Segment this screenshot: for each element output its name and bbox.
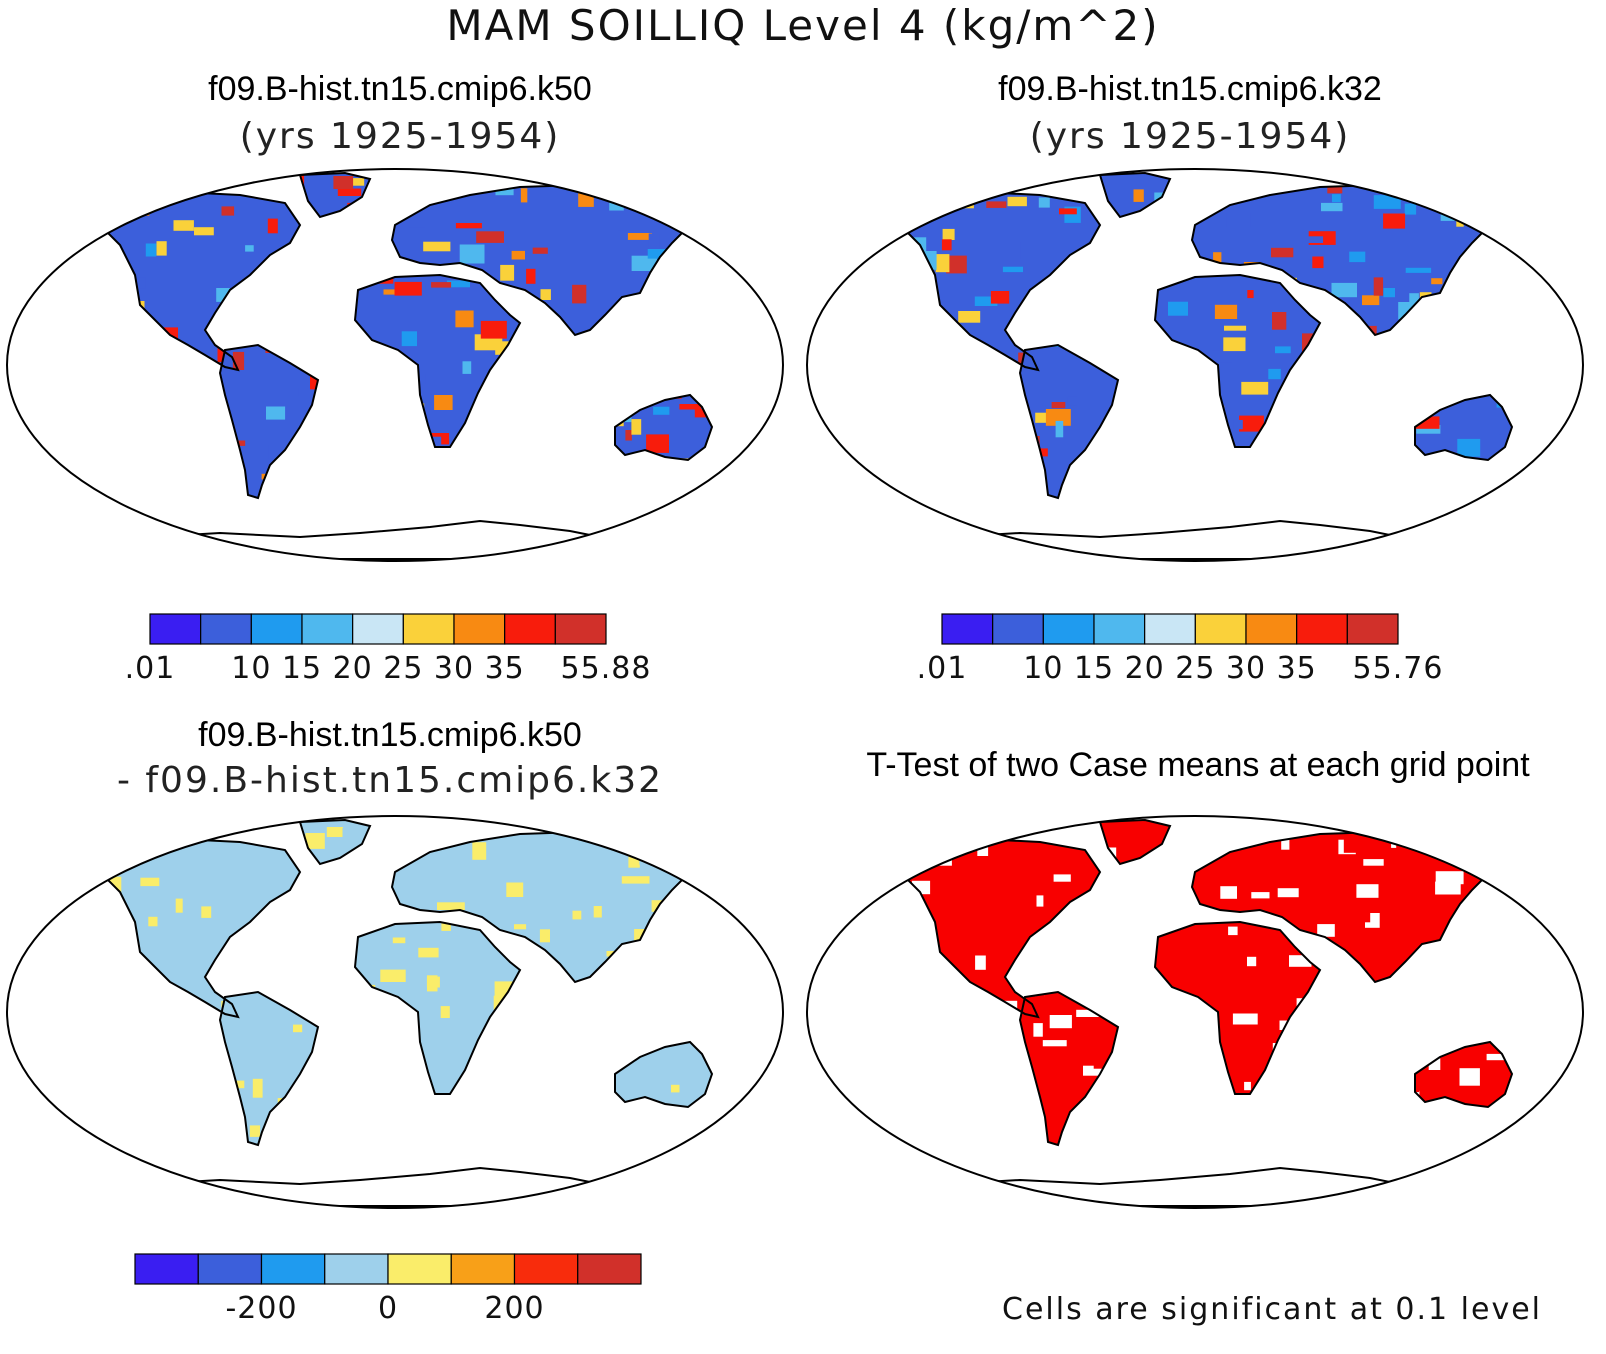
colorbar-swatch (200, 613, 252, 645)
coastline-australia (1414, 1040, 1514, 1109)
land-fill-antarctica (100, 521, 680, 559)
coastline-africa (1153, 920, 1322, 1095)
colorbar-tick-label: 55.76 (1353, 651, 1444, 686)
colorbar-swatch (513, 1253, 579, 1285)
coastline-south-america (218, 343, 320, 500)
coastline-australia (614, 1040, 714, 1109)
coastline-south-america (1018, 990, 1120, 1147)
colorbar-k50: .01 10 15 20 25 30 35 55.88 (125, 613, 652, 686)
colorbar-swatch (1346, 613, 1399, 645)
colorbar-swatch (1144, 613, 1196, 645)
coastline-north-america (898, 838, 1102, 1019)
panel-subtitle: - f09.B-hist.tn15.cmip6.k32 (116, 760, 664, 801)
map-border (806, 168, 1584, 562)
coastline-africa (353, 273, 522, 448)
land-fill-antarctica (900, 521, 1480, 559)
colorbar-swatch (941, 613, 994, 645)
colorbar-swatch (324, 1253, 389, 1285)
colorbar-swatch (301, 613, 354, 645)
colorbar-tick-label: 0 (378, 1291, 398, 1326)
panel-title: f09.B-hist.tn15.cmip6.k50 (208, 70, 592, 108)
panel-k32: f09.B-hist.tn15.cmip6.k32 (yrs 1925-1954… (790, 60, 1590, 700)
coastline-north-america (898, 191, 1102, 372)
colorbar-tick-label: 10 (1023, 651, 1063, 686)
coastline-greenland (298, 171, 372, 219)
panel-subtitle: (yrs 1925-1954) (1029, 116, 1351, 157)
coastline-south-america (218, 990, 320, 1147)
coastline-australia (614, 393, 714, 462)
coastline-africa (1153, 273, 1322, 448)
land-fill-antarctica (900, 1168, 1480, 1206)
colorbar-tick-label: 25 (1175, 651, 1215, 686)
colorbar-swatch (450, 1253, 516, 1285)
significance-note: Cells are significant at 0.1 level (1002, 1292, 1543, 1327)
world-map-difference (6, 815, 784, 1209)
world-map-k50 (6, 168, 784, 562)
colorbar-swatch (149, 613, 202, 645)
map-border (6, 168, 784, 562)
colorbar-swatch (1194, 613, 1247, 645)
panel-ttest: T-Test of two Case means at each grid po… (790, 740, 1606, 800)
colorbar-k32: .01 10 15 20 25 30 35 55.76 (917, 613, 1444, 686)
coastline-greenland (1098, 171, 1172, 219)
panel-title: T-Test of two Case means at each grid po… (866, 746, 1530, 784)
land-fill-south-america (1020, 992, 1118, 1145)
colorbar-swatch (134, 1253, 199, 1285)
colorbar-swatch (387, 1253, 452, 1285)
colorbar-swatch (1042, 613, 1095, 645)
colorbar-tick-label: 20 (333, 651, 373, 686)
colorbar-swatch (197, 1253, 263, 1285)
coastline-north-america (98, 191, 302, 372)
colorbar-swatch (250, 613, 303, 645)
colorbar-tick-label: 35 (485, 651, 525, 686)
colorbar-tick-label: .01 (917, 651, 968, 686)
colorbar-swatch (577, 1253, 642, 1285)
coastline-south-america (1018, 343, 1120, 500)
colorbar-tick-label: 30 (434, 651, 474, 686)
world-map-k32 (806, 168, 1584, 562)
colorbar-tick-label: 25 (383, 651, 423, 686)
world-map-ttest (806, 815, 1584, 1209)
colorbar-difference: -200 0 200 (134, 1253, 642, 1326)
colorbar-swatch (504, 613, 556, 645)
colorbar-tick-label: 15 (1074, 651, 1114, 686)
coastline-australia (1414, 393, 1514, 462)
map-border (6, 815, 784, 1209)
colorbar-tick-label: .01 (125, 651, 176, 686)
colorbar-swatch (992, 613, 1044, 645)
colorbar-tick-label: 200 (484, 1291, 544, 1326)
colorbar-tick-label: -200 (225, 1291, 297, 1326)
colorbar-tick-label: 35 (1277, 651, 1317, 686)
colorbar-tick-label: 30 (1226, 651, 1266, 686)
coastline-north-america (98, 838, 302, 1019)
colorbar-tick-label: 20 (1125, 651, 1165, 686)
colorbar-tick-label: 15 (282, 651, 322, 686)
coastline-greenland (1098, 818, 1172, 866)
panel-difference: f09.B-hist.tn15.cmip6.k50 - f09.B-hist.t… (0, 710, 780, 830)
panel-title: f09.B-hist.tn15.cmip6.k50 (198, 716, 582, 754)
colorbar-swatch (1093, 613, 1146, 645)
colorbar-tick-label: 10 (231, 651, 271, 686)
map-border (806, 815, 1584, 1209)
coastline-africa (353, 920, 522, 1095)
colorbar-swatch (1296, 613, 1348, 645)
colorbar-tick-label: 55.88 (561, 651, 652, 686)
panel-k50: f09.B-hist.tn15.cmip6.k50 (yrs 1925-1954… (0, 60, 800, 700)
colorbar-swatch (1245, 613, 1298, 645)
colorbar-swatch (402, 613, 455, 645)
colorbar-swatch (352, 613, 404, 645)
colorbar-swatch (260, 1253, 326, 1285)
figure-title: MAM SOILLIQ Level 4 (kg/m^2) (446, 1, 1160, 50)
colorbar-swatch (554, 613, 607, 645)
panel-title: f09.B-hist.tn15.cmip6.k32 (998, 70, 1382, 108)
colorbar-swatch (453, 613, 506, 645)
coastline-greenland (298, 818, 372, 866)
land-fill-antarctica (100, 1168, 680, 1206)
panel-subtitle: (yrs 1925-1954) (239, 116, 561, 157)
